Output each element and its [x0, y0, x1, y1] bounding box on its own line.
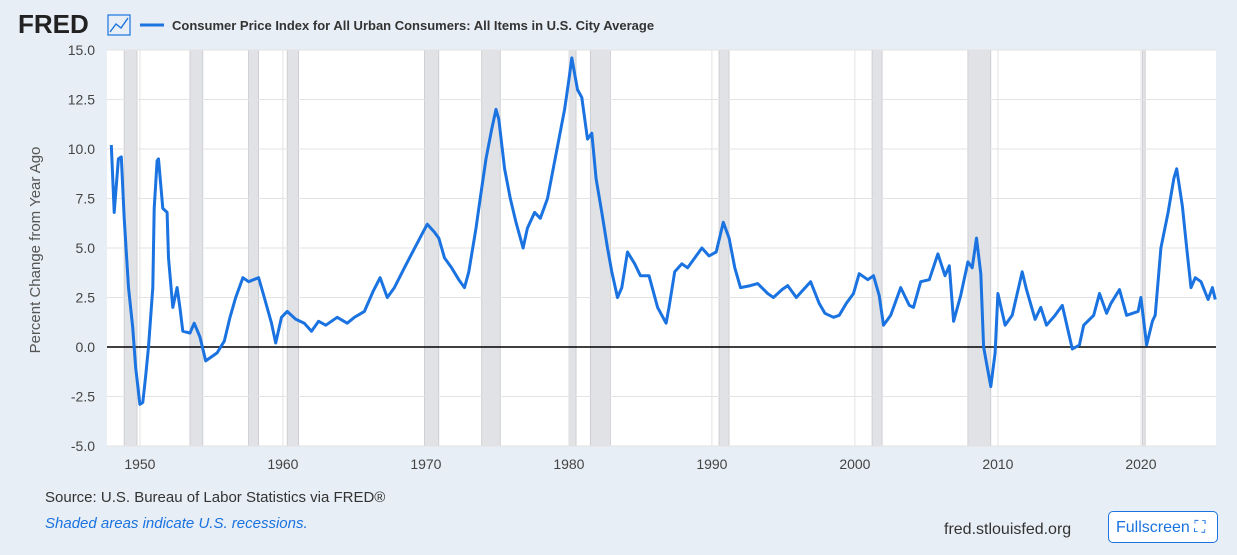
y-tick-label: -2.5: [71, 389, 95, 405]
x-tick-label: 1950: [124, 456, 155, 472]
y-tick-label: 12.5: [68, 92, 95, 108]
y-tick-label: 2.5: [76, 290, 96, 306]
y-tick-label: 15.0: [68, 42, 95, 58]
x-tick-label: 2010: [982, 456, 1013, 472]
legend-label: Consumer Price Index for All Urban Consu…: [172, 18, 654, 33]
series-line: [109, 56, 1217, 406]
x-tick-label: 1970: [410, 456, 441, 472]
y-tick-label: 10.0: [68, 141, 95, 157]
y-tick-label: -5.0: [71, 438, 95, 454]
x-tick-label: 1990: [696, 456, 727, 472]
x-tick-label: 1980: [553, 456, 584, 472]
fullscreen-button[interactable]: Fullscreen ⛶: [1108, 511, 1218, 543]
x-tick-label: 2020: [1125, 456, 1156, 472]
y-tick-label: 0.0: [76, 339, 96, 355]
note: Shaded areas indicate U.S. recessions.: [45, 515, 308, 532]
button-label: Fullscreen: [1116, 519, 1190, 536]
y-axis-label: Percent Change from Year Ago: [27, 147, 44, 354]
y-tick-label: 7.5: [76, 191, 96, 207]
site: fred.stlouisfed.org: [944, 521, 1072, 538]
source: Source: U.S. Bureau of Labor Statistics …: [45, 489, 386, 506]
y-tick-label: 5.0: [76, 240, 96, 256]
brand-icon: [107, 14, 131, 36]
brand: FRED: [18, 9, 89, 39]
x-tick-label: 1960: [267, 456, 298, 472]
x-tick-label: 2000: [839, 456, 870, 472]
